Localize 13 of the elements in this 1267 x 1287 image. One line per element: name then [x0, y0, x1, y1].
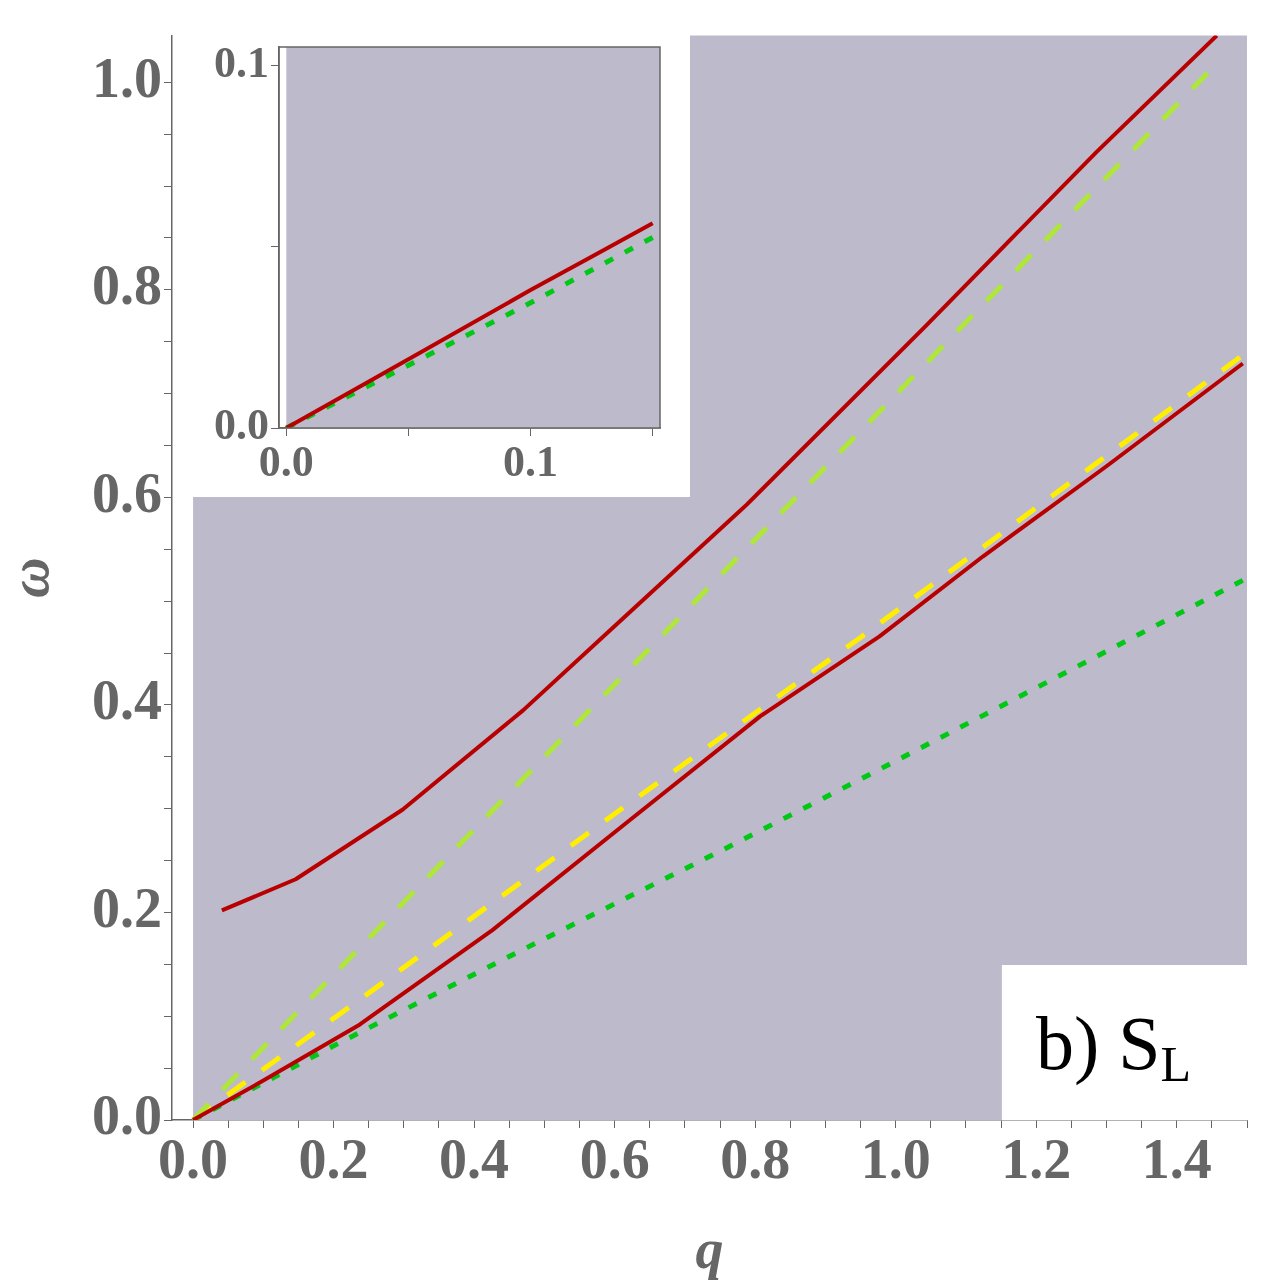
x-axis-title: q — [695, 1217, 724, 1280]
y-axis-title: ω — [0, 557, 61, 599]
x-tick-label: 1.0 — [860, 1128, 931, 1191]
x-tick-label: 0.4 — [439, 1128, 510, 1191]
x-tick-label: 1.4 — [1141, 1128, 1212, 1191]
x-tick-label: 0.6 — [579, 1128, 650, 1191]
x-tick-label: 1.2 — [1001, 1128, 1072, 1191]
x-tick-label: 0.2 — [298, 1128, 369, 1191]
y-tick-label: 0.8 — [92, 254, 162, 317]
x-tick-label: 0.8 — [720, 1128, 791, 1191]
y-tick-label: 0.4 — [92, 669, 162, 732]
y-tick-label: 1.0 — [92, 46, 162, 109]
y-tick-label: 0.2 — [92, 876, 162, 939]
